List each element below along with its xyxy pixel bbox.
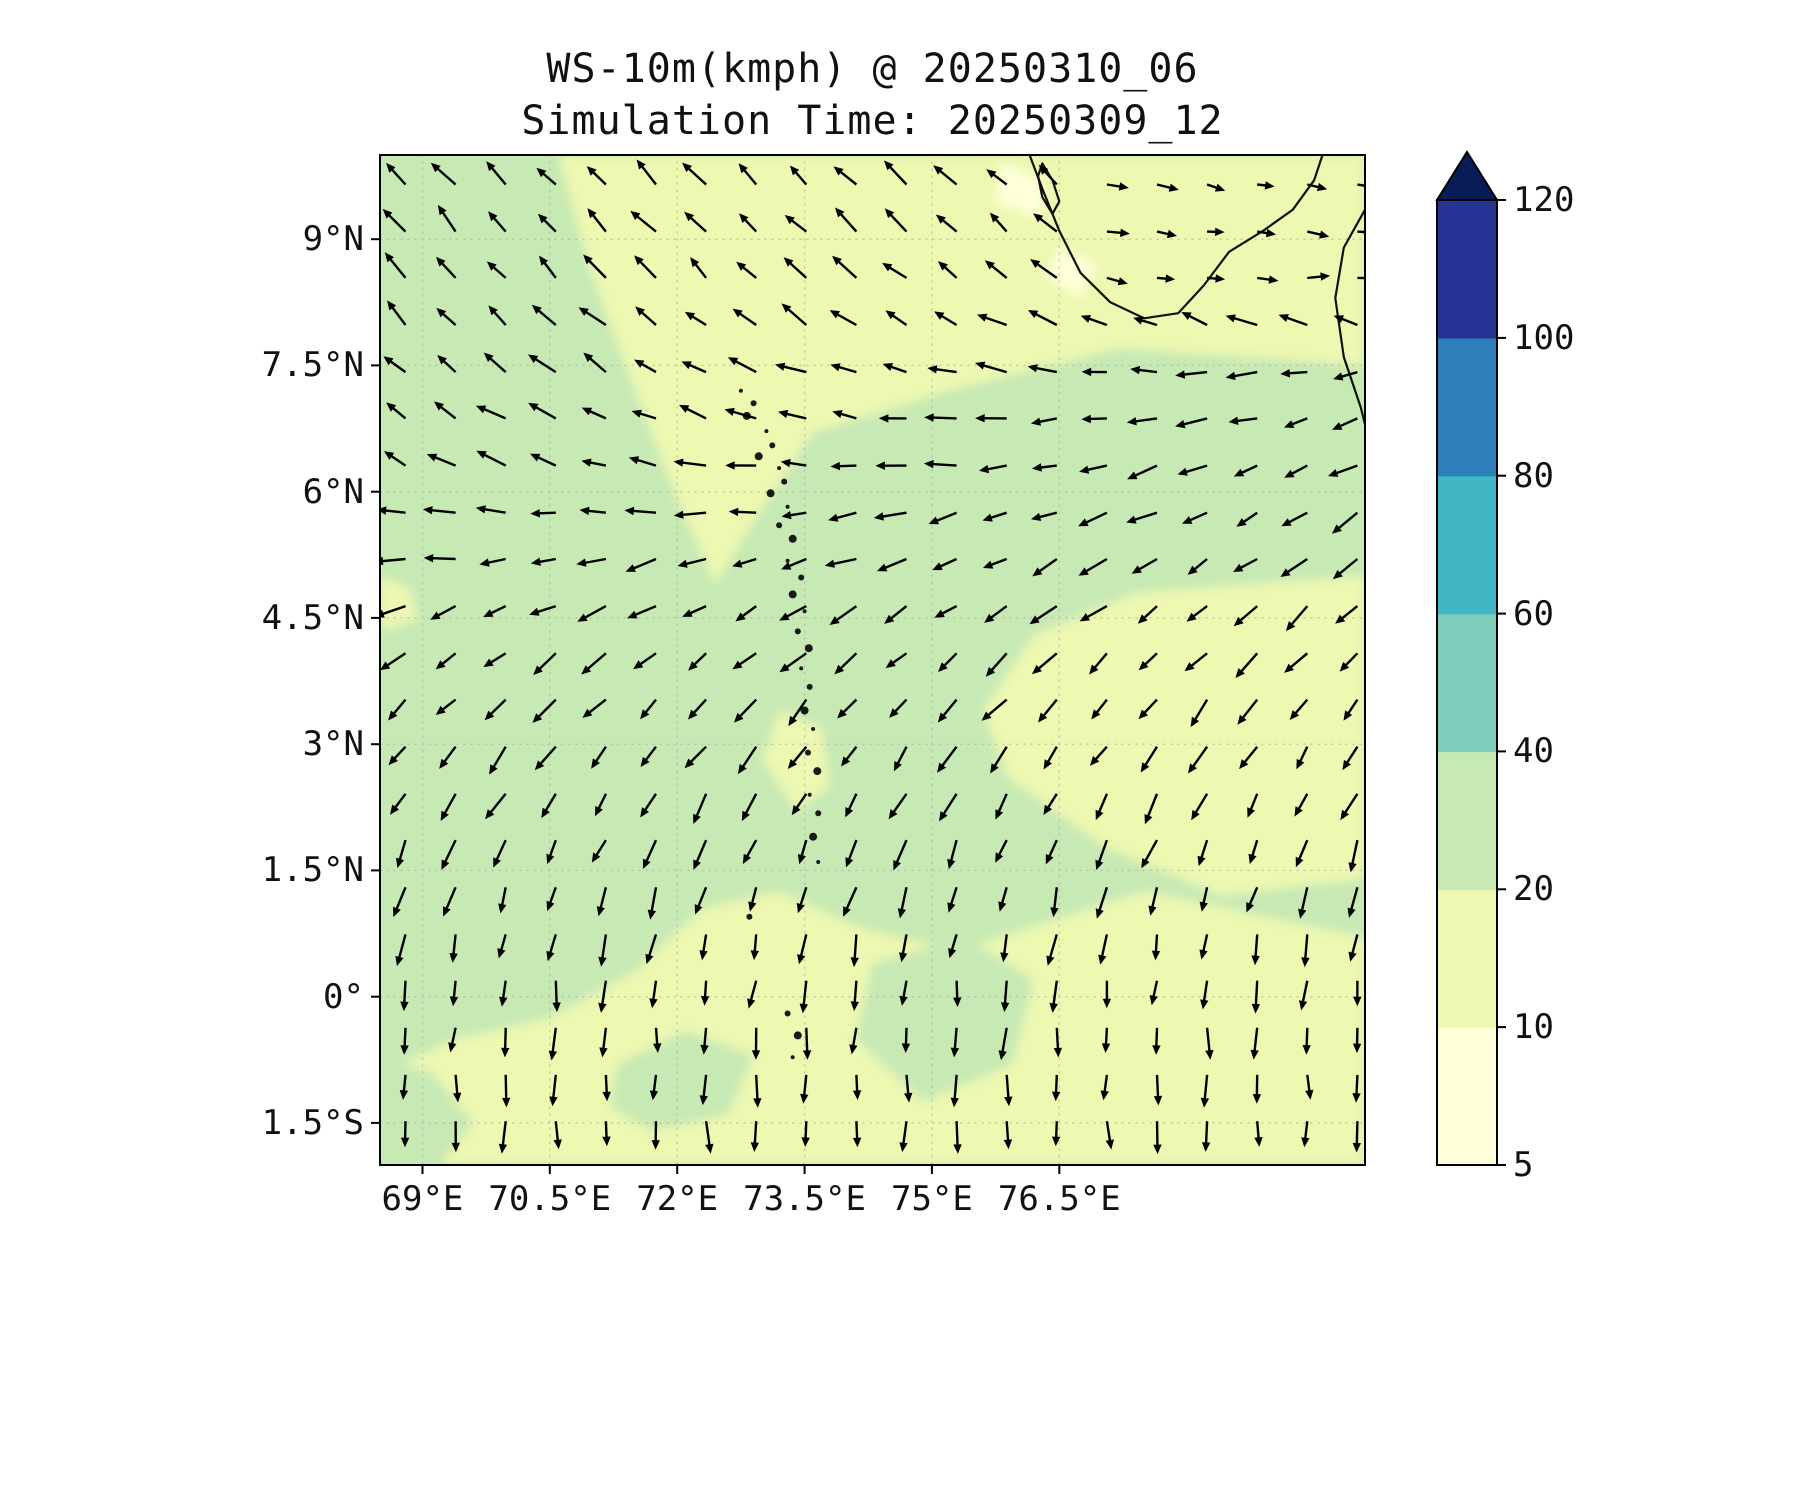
x-tick-label: 70.5°E xyxy=(488,1179,612,1219)
y-tick-label: 1.5°N xyxy=(261,850,364,891)
x-tick-label: 76.5°E xyxy=(997,1179,1121,1219)
axis-ticks xyxy=(371,238,1061,1174)
chart-subtitle: Simulation Time: 20250309_12 xyxy=(521,98,1224,144)
x-tick-label: 75°E xyxy=(890,1179,973,1219)
y-tick-label: 3°N xyxy=(302,724,364,765)
colorbar xyxy=(1435,150,1506,1166)
chart-title: WS-10m(kmph) @ 20250310_06 xyxy=(546,46,1199,92)
colorbar-tick-label: 40 xyxy=(1513,731,1554,772)
quiver-layer xyxy=(380,159,1365,1155)
x-tick-label: 73.5°E xyxy=(743,1179,866,1219)
colorbar-tick-label: 100 xyxy=(1513,317,1575,358)
y-tick-label: 4.5°N xyxy=(261,597,364,638)
y-tick-label: 1.5°S xyxy=(261,1102,364,1143)
colorbar-tick-label: 5 xyxy=(1513,1145,1534,1185)
y-tick-label: 7.5°N xyxy=(261,345,364,386)
colorbar-tick-label: 60 xyxy=(1513,593,1554,634)
y-tick-label: 0° xyxy=(323,976,364,1017)
y-tick-label: 9°N xyxy=(302,219,364,260)
y-tick-label: 6°N xyxy=(302,471,364,512)
island-dots-layer xyxy=(738,388,822,1060)
plot-border xyxy=(379,154,1366,1166)
colorbar-tick-label: 80 xyxy=(1513,455,1554,496)
colorbar-tick-label: 10 xyxy=(1513,1007,1554,1048)
colorbar-tick-label: 20 xyxy=(1513,869,1554,910)
contour-fill-layer xyxy=(380,155,1365,1165)
x-tick-label: 69°E xyxy=(381,1179,464,1219)
x-tick-label: 72°E xyxy=(636,1179,719,1219)
colorbar-tick-label: 120 xyxy=(1513,180,1575,220)
colorbar-extend-triangle xyxy=(1435,150,1499,201)
